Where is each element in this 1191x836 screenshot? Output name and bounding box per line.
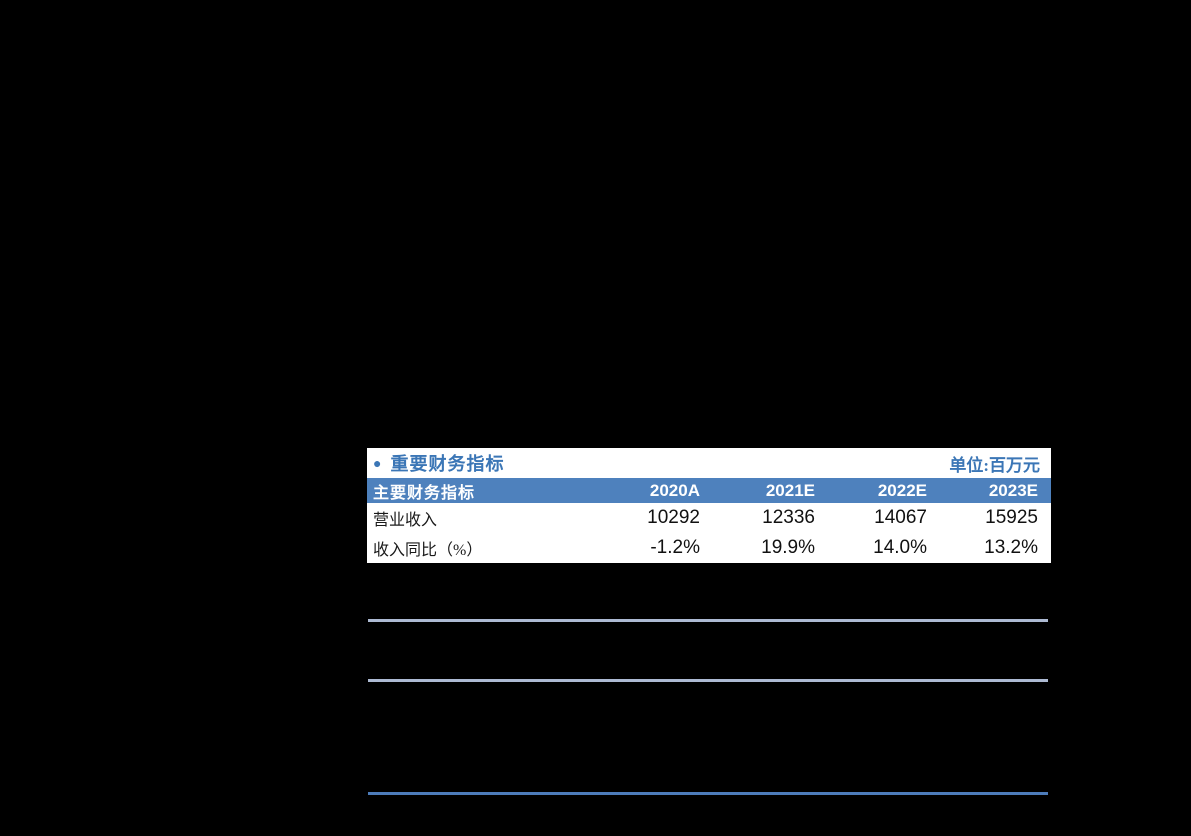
table-row-revenue: 营业收入 10292 12336 14067 15925 xyxy=(367,503,1051,533)
row-label: 收入同比（%） xyxy=(373,542,483,559)
cell-value: 19.9% xyxy=(761,537,815,558)
cell-value: -1.2% xyxy=(650,537,700,558)
cell-value: 13.2% xyxy=(984,537,1038,558)
cell-value: 12336 xyxy=(762,507,815,528)
cell-value: 14.0% xyxy=(873,537,927,558)
column-header-indicator: 主要财务指标 xyxy=(373,484,476,502)
column-header-2022e: 2022E xyxy=(877,480,927,500)
divider-line-1 xyxy=(368,619,1048,622)
table-row-revenue-yoy: 收入同比（%） -1.2% 19.9% 14.0% 13.2% xyxy=(367,533,1051,563)
row-label: 营业收入 xyxy=(373,512,438,529)
bullet-icon: ● xyxy=(373,455,382,471)
cell-value: 14067 xyxy=(874,507,927,528)
divider-line-2 xyxy=(368,679,1048,682)
table-header-row: 主要财务指标 2020A 2021E 2022E 2023E xyxy=(367,478,1051,503)
table-title-group: ● 重要财务指标 xyxy=(373,450,504,476)
section-title: 重要财务指标 xyxy=(390,454,505,474)
table-title-row: ● 重要财务指标 单位:百万元 xyxy=(367,448,1051,478)
column-header-2023e: 2023E xyxy=(988,480,1038,500)
divider-line-3 xyxy=(368,792,1048,795)
financial-indicators-table: ● 重要财务指标 单位:百万元 主要财务指标 2020A 2021E 2022E… xyxy=(367,448,1051,565)
cell-value: 10292 xyxy=(647,507,700,528)
column-header-2020a: 2020A xyxy=(649,480,700,500)
unit-label: 单位:百万元 xyxy=(949,455,1040,475)
cell-value: 15925 xyxy=(985,507,1038,528)
column-header-2021e: 2021E xyxy=(765,480,815,500)
